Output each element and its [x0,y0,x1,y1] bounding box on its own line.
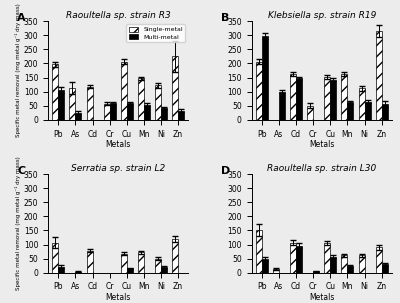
Bar [273,269,279,273]
Bar [256,62,262,120]
Bar [296,246,302,273]
Bar [52,64,58,120]
Text: B: B [221,13,229,23]
X-axis label: Metals: Metals [106,140,131,149]
Bar [262,36,268,120]
Legend: Single-metal, Multi-metal: Single-metal, Multi-metal [126,24,185,42]
Text: A: A [17,13,26,23]
Bar [342,255,348,273]
Bar [121,62,127,120]
Text: C: C [17,166,25,176]
Bar [376,31,382,120]
Bar [256,230,262,273]
Bar [127,268,133,273]
Bar [86,87,92,120]
Bar [313,271,319,273]
Bar [70,88,75,120]
Y-axis label: Specific metal removal (mg metal g⁻¹ dry mass): Specific metal removal (mg metal g⁻¹ dry… [15,4,21,137]
Bar [52,242,58,273]
Bar [121,254,127,273]
Bar [161,267,167,273]
X-axis label: Metals: Metals [309,293,334,302]
Bar [348,102,354,120]
Bar [262,259,268,273]
Bar [324,243,330,273]
Bar [155,259,161,273]
Bar [290,242,296,273]
Text: D: D [221,166,230,176]
Bar [104,104,110,120]
Bar [290,74,296,120]
Bar [342,74,348,120]
Title: Raoultella sp. strain L30: Raoultella sp. strain L30 [267,164,376,173]
Bar [279,92,285,120]
Bar [330,257,336,273]
Bar [365,102,370,120]
Bar [376,247,382,273]
Bar [75,272,81,273]
Bar [58,90,64,120]
Title: Klebsiella sp. strain R19: Klebsiella sp. strain R19 [268,12,376,20]
Bar [155,85,161,120]
Bar [110,104,116,120]
Bar [86,251,92,273]
Bar [138,252,144,273]
Bar [348,266,354,273]
X-axis label: Metals: Metals [106,293,131,302]
Bar [324,77,330,120]
Bar [359,255,365,273]
Y-axis label: Specific metal removal (mg metal g⁻¹ dry mass): Specific metal removal (mg metal g⁻¹ dry… [15,157,21,290]
Bar [307,106,313,120]
Bar [161,108,167,120]
Bar [382,104,388,120]
X-axis label: Metals: Metals [309,140,334,149]
Bar [172,56,178,120]
Bar [144,105,150,120]
Bar [127,104,133,120]
Title: Serratia sp. strain L2: Serratia sp. strain L2 [71,164,165,173]
Bar [138,78,144,120]
Bar [296,78,302,120]
Bar [58,267,64,273]
Bar [178,111,184,120]
Bar [359,88,365,120]
Bar [382,264,388,273]
Title: Raoultella sp. strain R3: Raoultella sp. strain R3 [66,12,170,20]
Bar [172,239,178,273]
Bar [75,113,81,120]
Bar [330,80,336,120]
